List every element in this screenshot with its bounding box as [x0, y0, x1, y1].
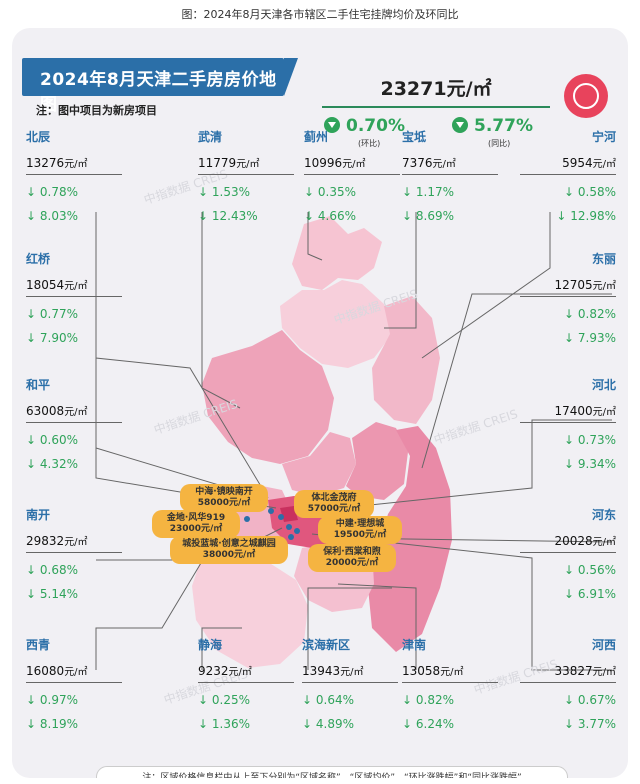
creis-logo-icon — [564, 74, 608, 118]
district-hebei: 河北 17400元/㎡ ↓ 0.73% ↓ 9.34% — [506, 376, 616, 471]
district-jinnan: 津南 13058元/㎡ ↓ 0.82% ↓ 6.24% — [402, 636, 512, 731]
project-label: 金地·风华919 23000元/㎡ — [152, 510, 240, 538]
project-dot — [244, 516, 250, 522]
district-hedong: 河东 20028元/㎡ ↓ 0.56% ↓ 6.91% — [506, 506, 616, 601]
city-average-price: 23271元/㎡ — [380, 78, 492, 100]
project-label: 中海·镜映南开 58000元/㎡ — [180, 484, 268, 512]
urban-heping — [280, 506, 298, 522]
district-dongli: 东丽 12705元/㎡ ↓ 0.82% ↓ 7.93% — [506, 250, 616, 345]
project-label: 体北金茂府 57000元/㎡ — [294, 490, 374, 518]
project-dot — [288, 534, 294, 540]
title-banner: 2024年8月天津二手房房价地图 — [22, 58, 298, 115]
down-arrow-icon — [452, 117, 468, 133]
project-dot — [278, 514, 284, 520]
region-jinghai — [192, 556, 308, 668]
figure-caption: 图：2024年8月天津各市辖区二手住宅挂牌均价及环同比 — [181, 8, 459, 21]
yoy-caption: (同比) — [488, 139, 511, 148]
district-ninghe: 宁河 5954元/㎡ ↓ 0.58% ↓ 12.98% — [506, 128, 616, 223]
district-hongqiao: 红桥 18054元/㎡ ↓ 0.77% ↓ 7.90% — [26, 250, 136, 345]
mom-caption: (环比) — [358, 139, 381, 148]
district-jizhou: 蓟州 10996元/㎡ ↓ 0.35% ↓ 4.66% — [304, 128, 414, 223]
project-dot — [268, 508, 274, 514]
district-jinghai: 静海 9232元/㎡ ↓ 0.25% ↓ 1.36% — [198, 636, 308, 731]
map-panel: 2024年8月天津二手房房价地图 注：图中项目为新房项目 23271元/㎡ 0.… — [12, 28, 628, 778]
project-dot — [286, 524, 292, 530]
district-beichen: 北辰 13276元/㎡ ↓ 0.78% ↓ 8.03% — [26, 128, 136, 223]
footer-note: 注：区域价格信息栏中从上至下分别为“区域名称”、“区域均价”、“环比涨跌幅”和“… — [96, 766, 568, 778]
district-nankai: 南开 29832元/㎡ ↓ 0.68% ↓ 5.14% — [26, 506, 136, 601]
region-baodi — [280, 280, 392, 368]
district-heping: 和平 63008元/㎡ ↓ 0.60% ↓ 4.32% — [26, 376, 136, 471]
district-hexi: 河西 33827元/㎡ ↓ 0.67% ↓ 3.77% — [506, 636, 616, 731]
project-label: 城投蓝城·创意之城麒园 38000元/㎡ — [170, 536, 288, 564]
city-yoy-change: 5.77% — [452, 116, 533, 136]
district-wuqing: 武清 11779元/㎡ ↓ 1.53% ↓ 12.43% — [198, 128, 308, 223]
project-dot — [294, 528, 300, 534]
district-baodi: 宝坻 7376元/㎡ ↓ 1.17% ↓ 8.69% — [402, 128, 512, 223]
average-divider — [322, 106, 550, 108]
down-arrow-icon — [324, 117, 340, 133]
region-dongli — [346, 422, 408, 500]
project-label: 中建·理想城 19500元/㎡ — [318, 516, 402, 544]
banner-title: 2024年8月天津二手房房价地图 — [40, 70, 277, 115]
region-beichen — [282, 432, 356, 496]
region-jizhou — [292, 216, 382, 290]
map-note: 注：图中项目为新房项目 — [36, 104, 157, 117]
project-label: 保利·西棠和煦 20000元/㎡ — [308, 544, 396, 572]
city-mom-change: 0.70% — [324, 116, 405, 136]
district-binhai: 滨海新区 13943元/㎡ ↓ 0.64% ↓ 4.89% — [302, 636, 412, 731]
district-xiqing: 西青 16080元/㎡ ↓ 0.97% ↓ 8.19% — [26, 636, 136, 731]
region-wuqing — [202, 330, 334, 464]
